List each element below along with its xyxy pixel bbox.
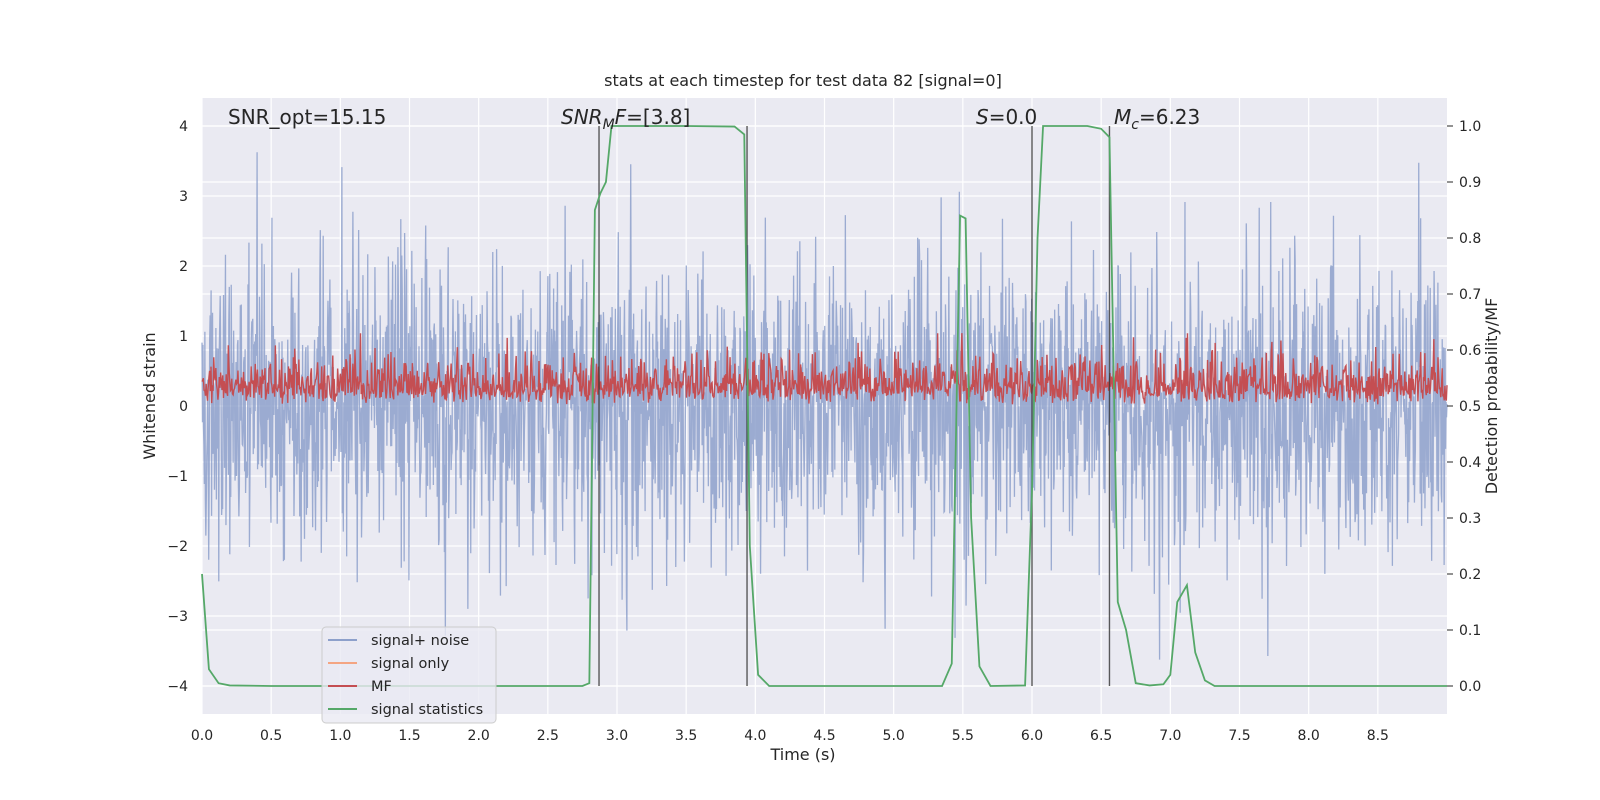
legend-label-signal-noise: signal+ noise <box>371 633 469 649</box>
left-y-tick-label: −2 <box>167 539 188 555</box>
x-tick-label: 1.5 <box>398 728 420 744</box>
legend-box <box>321 626 497 724</box>
x-tick-label: 6.0 <box>1021 728 1043 744</box>
right-y-tick-label: 0.5 <box>1459 399 1481 415</box>
right-y-axis-label: Detection probability/MF <box>1482 298 1501 495</box>
left-y-tick-label: 2 <box>179 259 188 275</box>
x-tick-label: 4.0 <box>744 728 766 744</box>
annotation-snr-mf: SNRMF=[3.8] <box>561 105 690 133</box>
left-y-tick-label: −3 <box>167 609 188 625</box>
right-y-tick-label: 0.2 <box>1459 567 1481 583</box>
annotation-mc-value: =6.23 <box>1139 105 1200 129</box>
right-y-tick-label: 1.0 <box>1459 119 1481 135</box>
left-y-axis-label: Whitened strain <box>140 332 159 459</box>
x-tick-label: 6.5 <box>1090 728 1112 744</box>
legend-label-signal-statistics: signal statistics <box>371 702 483 718</box>
signal-statistics-line <box>201 125 1447 687</box>
right-y-tick-label: 0.7 <box>1459 287 1481 303</box>
x-tick-label: 0.0 <box>191 728 213 744</box>
x-tick-label: 3.0 <box>606 728 628 744</box>
x-tick-labels: 0.0 0.5 1.0 1.5 2.0 2.5 3.0 3.5 4.0 4.5 5.0 5.5 6.0 6… <box>191 728 1389 744</box>
annotation-s: S=0.0 <box>976 105 1037 129</box>
legend-label-signal-only: signal only <box>371 656 450 672</box>
x-axis-label: Time (s) <box>769 745 835 764</box>
annotation-s-value: =0.0 <box>989 105 1038 129</box>
left-y-tick-label: −4 <box>167 679 188 695</box>
left-y-tick-label: 4 <box>179 119 188 135</box>
right-y-tick-label: 0.9 <box>1459 175 1481 191</box>
legend-label-mf: MF <box>371 679 392 695</box>
right-y-tick-label: 0.3 <box>1459 511 1481 527</box>
left-y-tick-label: 0 <box>179 399 188 415</box>
annotation-snr-mf-value: =[3.8] <box>626 105 690 129</box>
chart-title: stats at each timestep for test data 82 … <box>604 71 1002 90</box>
signal-statistics-series <box>201 125 1447 687</box>
right-y-tick-label: 0.4 <box>1459 455 1481 471</box>
right-y-tick-label: 0.0 <box>1459 679 1481 695</box>
mf-series <box>201 333 1448 405</box>
right-y-tick-label: 0.8 <box>1459 231 1481 247</box>
left-y-tick-label: −1 <box>167 469 188 485</box>
x-tick-label: 1.0 <box>329 728 351 744</box>
x-tick-label: 5.5 <box>952 728 974 744</box>
x-tick-label: 5.0 <box>883 728 905 744</box>
x-tick-label: 4.5 <box>813 728 835 744</box>
x-tick-label: 2.5 <box>537 728 559 744</box>
left-y-tick-labels: −4 −3 −2 −1 0 1 2 3 4 <box>167 119 188 695</box>
annotation-mc: Mc=6.23 <box>1114 105 1200 133</box>
left-y-tick-label: 1 <box>179 329 188 345</box>
left-y-tick-label: 3 <box>179 189 188 205</box>
x-tick-label: 3.5 <box>675 728 697 744</box>
x-tick-label: 7.5 <box>1228 728 1250 744</box>
x-tick-label: 8.0 <box>1298 728 1320 744</box>
right-y-tick-label: 0.6 <box>1459 343 1481 359</box>
mf-line <box>201 333 1448 405</box>
x-tick-label: 2.0 <box>468 728 490 744</box>
annotation-snr-opt: SNR_opt=15.15 <box>228 105 386 129</box>
x-tick-label: 8.5 <box>1367 728 1389 744</box>
right-y-tick-labels: 0.0 0.1 0.2 0.3 0.4 0.5 0.6 0.7 0.8 0.9 1.0 <box>1447 119 1481 695</box>
legend: signal+ noise signal only MF signal stat… <box>321 626 497 724</box>
right-y-tick-label: 0.1 <box>1459 623 1481 639</box>
x-tick-label: 0.5 <box>260 728 282 744</box>
x-tick-label: 7.0 <box>1159 728 1181 744</box>
